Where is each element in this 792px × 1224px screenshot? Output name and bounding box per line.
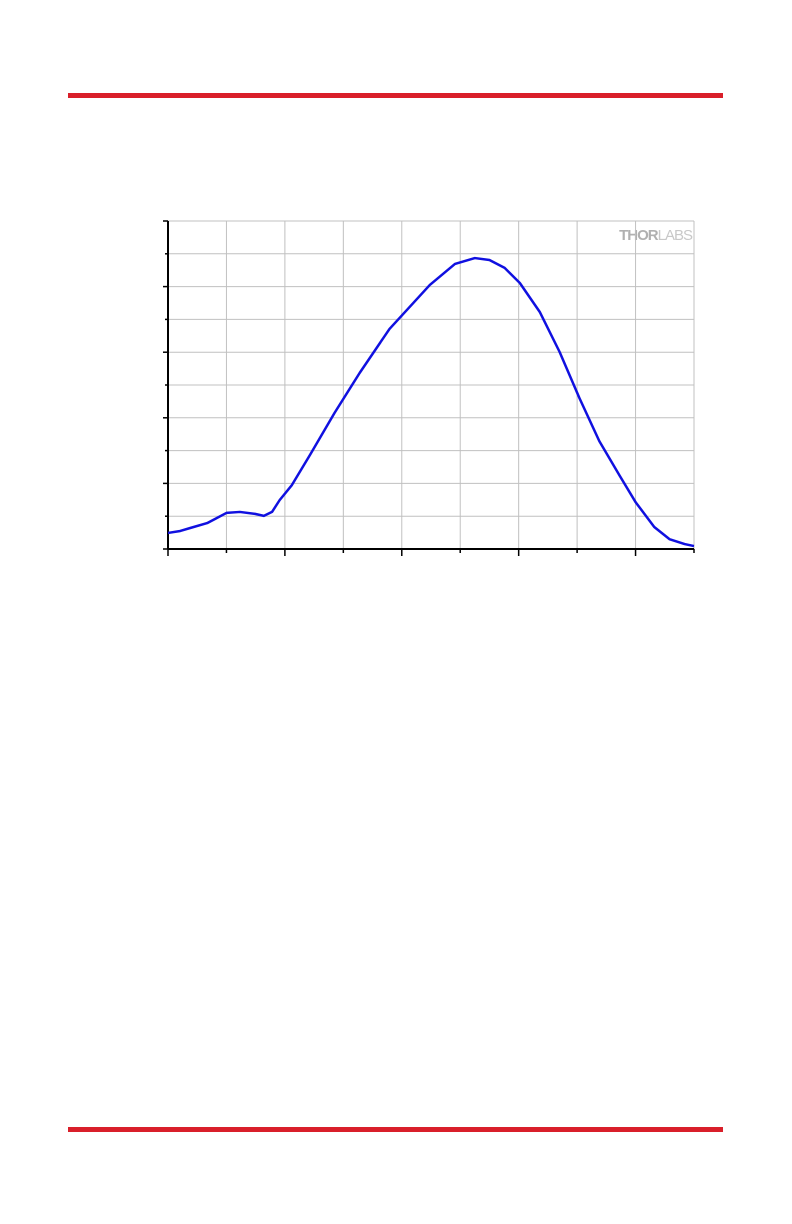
logo-light: LABS	[658, 227, 693, 244]
data-line	[167, 256, 695, 548]
logo-bold: THOR	[619, 227, 659, 244]
footer-rule	[68, 1127, 723, 1132]
header-rule	[68, 93, 723, 98]
logo: THORLABS	[619, 227, 693, 244]
